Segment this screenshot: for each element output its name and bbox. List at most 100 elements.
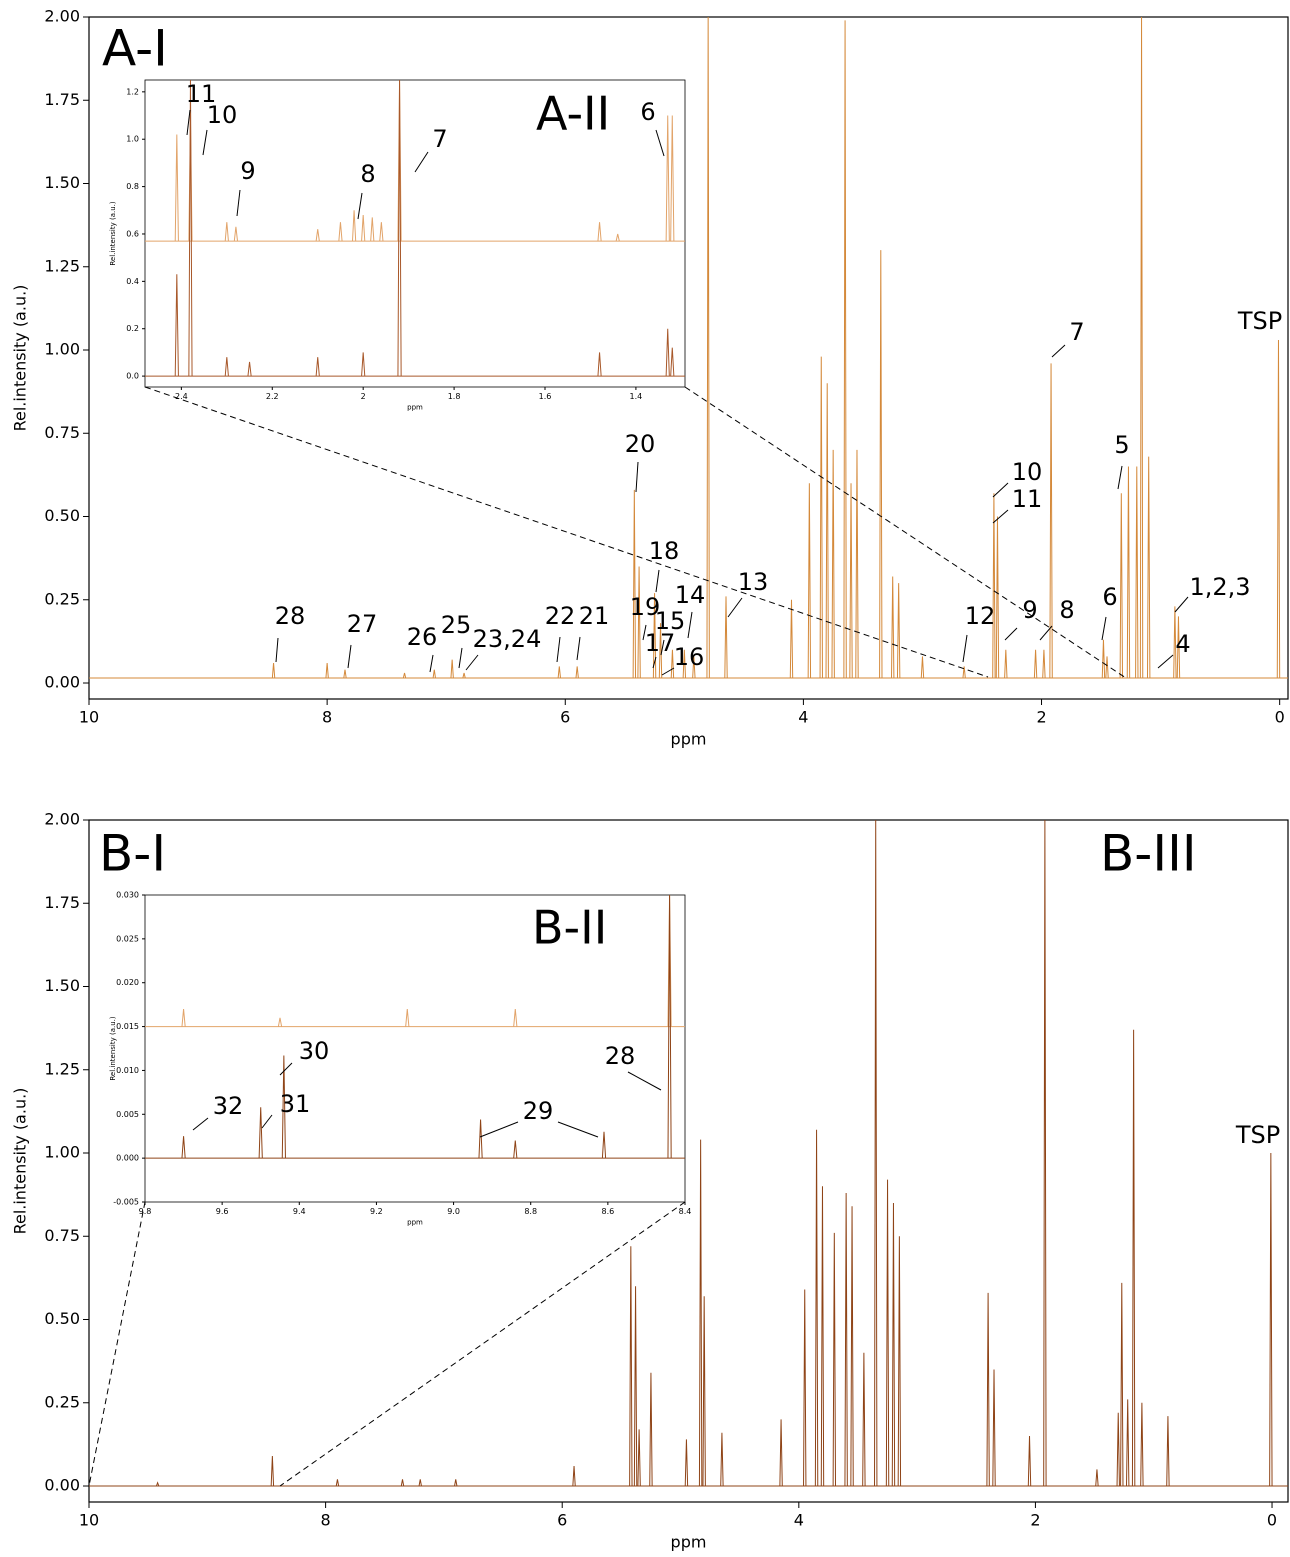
y-tick-label: 0.2 [126,324,139,333]
y-tick-label: 0.020 [116,978,139,987]
peak-annotation: 10 [207,101,238,129]
peak-annotation: 14 [675,581,706,609]
y-tick-label: 0.50 [44,1309,80,1328]
y-tick-label: 0.010 [116,1066,139,1075]
x-tick-label: 8 [321,1510,331,1529]
y-tick-label: 0.005 [116,1110,139,1119]
peak-annotation: 26 [407,623,438,651]
panel-label: A-II [536,87,610,141]
panel-label: B-I [99,825,166,883]
x-tick-label: 2 [1030,1510,1040,1529]
peak-annotation: 31 [280,1090,311,1118]
peak-annotation: 11 [1012,485,1043,513]
peak-annotation: 25 [441,611,472,639]
x-tick-label: 9.0 [447,1207,460,1216]
x-axis-label: ppm [407,404,423,412]
y-tick-label: 0.030 [116,891,139,900]
y-tick-label: 0.4 [126,277,139,286]
y-tick-label: 1.75 [44,893,80,912]
x-tick-label: 8.6 [601,1207,614,1216]
y-tick-label: 1.0 [126,135,139,144]
x-axis-label: ppm [671,730,707,749]
x-tick-label: 9.6 [216,1207,229,1216]
peak-annotation: 10 [1012,458,1043,486]
x-tick-label: 8.8 [524,1207,537,1216]
x-tick-label: 9.4 [293,1207,306,1216]
y-axis-label: Rel.intensity (a.u.) [11,285,30,432]
peak-annotation: 32 [213,1092,244,1120]
peak-annotation: 21 [579,602,610,630]
x-axis-label: ppm [407,1219,423,1227]
image-label: B-III [1100,825,1197,883]
y-tick-label: 0.6 [126,229,139,238]
y-tick-label: 0.75 [44,423,80,442]
panel: 9.8 9.6 9.4 9.2 9.0 8.8 8.6 8.4 -0.005 0.000 0.005… [109,891,691,1227]
y-tick-label: 1.25 [44,1059,80,1078]
peak-annotation: 28 [605,1042,636,1070]
y-tick-label: 1.50 [44,173,80,192]
y-tick-label: 0.75 [44,1226,80,1245]
y-tick-label: 0.50 [44,506,80,525]
x-tick-label: 2.2 [266,392,279,401]
y-axis-label: Rel.intensity (a.u.) [11,1088,30,1235]
y-tick-label: 1.00 [44,1143,80,1162]
y-axis-label: Rel.intensity (a.u.) [109,201,117,266]
peak-annotation: 4 [1175,630,1190,658]
figure: 10864200.000.250.500.751.001.251.501.752… [0,0,1290,1557]
x-tick-label: 9.8 [139,1207,152,1216]
x-axis-label: ppm [671,1533,707,1552]
y-tick-label: 2.00 [44,7,80,26]
x-tick-label: 1.4 [630,392,643,401]
peak-annotation: 6 [1102,583,1117,611]
peak-annotation: 20 [625,430,656,458]
x-tick-label: 2 [361,392,366,401]
peak-annotation: 7 [432,125,447,153]
y-tick-label: 1.75 [44,90,80,109]
x-tick-label: 4 [794,1510,804,1529]
x-tick-label: 0 [1267,1510,1277,1529]
y-tick-label: 1.2 [126,87,139,96]
x-tick-label: 1.8 [448,392,461,401]
peak-annotation: 28 [275,602,306,630]
y-tick-label: 0.00 [44,673,80,692]
peak-annotation: TSP [1237,307,1282,335]
panel-label: B-II [532,901,607,955]
y-axis-label: Rel.intensity (a.u.) [109,1016,117,1081]
peak-annotation: 13 [738,568,769,596]
y-tick-label: 0.000 [116,1154,139,1163]
x-tick-label: 9.2 [370,1207,383,1216]
peak-annotation: 12 [965,602,996,630]
peak-annotation: 18 [649,537,680,565]
peak-annotation: 9 [1022,596,1037,624]
y-tick-label: 0.00 [44,1476,80,1495]
x-tick-label: 6 [560,707,570,726]
peak-annotation: 7 [1069,318,1084,346]
peak-annotation: 17 [645,629,676,657]
peak-annotation: 16 [674,643,705,671]
panel: 2.4 2.2 2 1.8 1.6 1.4 0.0 0.2 0.4 0.6 0.8 1.0 1.2 ppm… [109,80,685,412]
y-tick-label: 1.25 [44,256,80,275]
x-tick-label: 8.4 [679,1207,692,1216]
x-tick-label: 2.4 [175,392,188,401]
panel-label: A-I [102,20,168,78]
peak-annotation: 1,2,3 [1189,573,1250,601]
y-tick-label: 0.25 [44,589,80,608]
y-tick-label: 2.00 [44,810,80,829]
x-tick-label: 1.6 [539,392,552,401]
peak-annotation: 9 [240,157,255,185]
peak-annotation: TSP [1235,1121,1280,1149]
peak-annotation: 8 [360,160,375,188]
x-tick-label: 10 [79,1510,99,1529]
x-tick-label: 2 [1036,707,1046,726]
y-tick-label: 0.8 [126,182,139,191]
y-tick-label: 0.015 [116,1022,139,1031]
x-tick-label: 10 [79,707,99,726]
y-tick-label: 0.0 [126,372,139,381]
y-tick-label: -0.005 [113,1198,139,1207]
peak-annotation: 22 [545,602,576,630]
y-tick-label: 0.25 [44,1392,80,1411]
y-tick-label: 0.025 [116,934,139,943]
peak-annotation: 23,24 [473,625,542,653]
y-tick-label: 1.50 [44,976,80,995]
peak-annotation: 30 [299,1037,330,1065]
